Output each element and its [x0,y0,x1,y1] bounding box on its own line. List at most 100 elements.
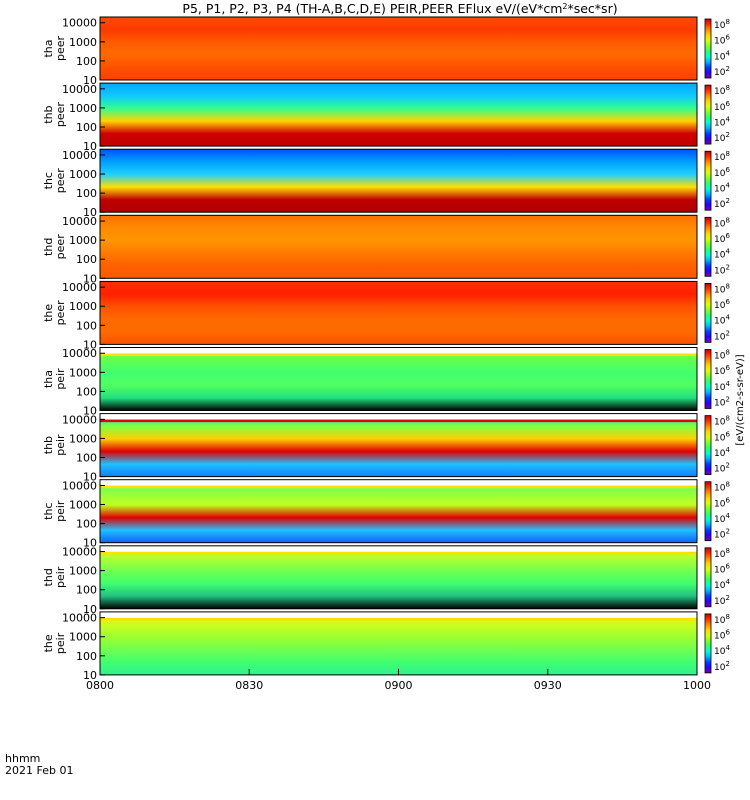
frame-the-peer [99,280,698,345]
colorbar-scale [704,415,712,476]
colorbar-tick-label: 106 [714,232,730,245]
ytick-label: 10000 [62,281,97,294]
ytick-label: 1000 [69,36,97,49]
colorbar-tick-label: 108 [714,84,730,97]
panel-label-thd-peer: thdpeer [42,234,67,260]
panel-tha-peer: 10000 1000 100 10 thapeer [42,16,698,87]
panels-group: 10000 1000 100 10 thapeer 10000 1000 100 10 thbpe… [42,16,698,682]
colorbar-tick-label: 108 [714,415,730,428]
colorbar-tick-label: 104 [714,49,730,62]
colorbar-tick-label: 106 [714,298,730,311]
ytick-label: 1000 [69,366,97,379]
panel-thd-peir: 10000 1000 100 10 thdpeir [42,545,698,616]
colorbar-tick-label: 104 [714,380,730,393]
data-gap-thd-peir [100,545,697,552]
data-gap-tha-peir [100,347,697,354]
panel-label-thb-peer: thbpeer [42,102,67,128]
colorbar-thb-peer: 108 106 104 102 [704,84,730,145]
frame-thb-peer [99,82,698,147]
spectrogram-the-peer [100,281,697,345]
ytick-label: 10 [83,74,97,87]
ytick-label: 100 [76,121,97,134]
ytick-label: 100 [76,584,97,597]
ytick-label: 10000 [62,215,97,228]
ytick-label: 100 [76,253,97,266]
spectrogram-thc-peir [100,479,697,543]
ytick-label: 10000 [62,149,97,162]
colorbar-tick-label: 102 [714,594,730,607]
spectrogram-tha-peer [100,17,697,80]
colorbar-tick-label: 106 [714,100,730,113]
colorbar-tick-label: 106 [714,34,730,47]
ytick-label: 1000 [69,499,97,512]
colorbar-tick-label: 104 [714,182,730,195]
chart-title: P5, P1, P2, P3, P4 (TH-A,B,C,D,E) PEIR,P… [182,1,617,16]
colorbar-tick-label: 104 [714,512,730,525]
colorbar-scale [704,613,712,674]
colorbar-tick-label: 108 [714,547,730,560]
colorbars-group: 1081061041021081061041021081061041021081… [704,18,730,674]
colorbar-tha-peer: 108 106 104 102 [704,18,730,79]
panel-label-the-peir: thepeir [42,632,67,654]
panel-the-peer: 10000 1000 100 10 thepeer [42,280,698,351]
ytick-label: 10 [83,603,97,616]
panel-thb-peer: 10000 1000 100 10 thbpeer [42,82,698,153]
ytick-label: 10 [83,338,97,351]
colorbar-tick-label: 106 [714,364,730,377]
ytick-label: 1000 [69,631,97,644]
ytick-label: 10000 [62,347,97,360]
colorbar-tick-label: 108 [714,613,730,626]
colorbar-thd-peir: 108 106 104 102 [704,547,730,608]
panel-label-tha-peir: thapeir [42,368,67,390]
colorbar-tick-label: 108 [714,282,730,295]
top-strip-tha-peir [100,353,697,356]
colorbar-scale [704,216,712,277]
frame-tha-peer [99,16,698,81]
colorbar-scale [704,18,712,79]
colorbar-scale [704,84,712,145]
colorbar-scale [704,349,712,409]
panel-label-thb-peir: thbpeir [42,434,67,456]
frame-tha-peir [99,347,698,411]
top-strip-the-peir [100,617,697,621]
top-strip-thd-peir [100,551,697,555]
data-gap-the-peir [100,611,697,618]
panel-thc-peir: 10000 1000 100 10 thcpeir [42,479,698,550]
colorbar-tick-label: 108 [714,18,730,31]
spectrogram-thb-peir [100,413,697,477]
data-gap-thc-peir [100,479,697,486]
colorbar-tick-label: 108 [714,349,730,362]
colorbar-tick-label: 106 [714,430,730,443]
panel-label-the-peer: thepeer [42,300,67,326]
colorbar-thc-peer: 108 106 104 102 [704,150,730,211]
colorbar-tick-label: 102 [714,329,730,342]
frame-thc-peer [99,148,698,213]
frame-thb-peir [99,413,698,478]
colorbar-scale [704,547,712,608]
ytick-label: 100 [76,385,97,398]
colorbar-the-peir: 108 106 104 102 [704,613,730,674]
ytick-label: 10000 [62,546,97,559]
colorbar-tick-label: 104 [714,115,730,128]
time-axis: 0800 0830 0900 0930 1000 [86,668,711,692]
colorbar-thb-peir: 108 106 104 102 [704,415,730,476]
colorbar-tick-label: 108 [714,150,730,163]
ytick-label: 1000 [69,565,97,578]
ytick-label: 10 [83,206,97,219]
panel-the-peir: 10000 1000 100 10 thepeir [42,611,698,682]
panel-tha-peir: 10000 1000 100 10 thapeir [42,347,698,418]
ytick-label: 1000 [69,234,97,247]
ytick-label: 10 [83,471,97,484]
data-gap-thb-peir [100,413,697,420]
colorbar-the-peer: 108 106 104 102 [704,282,730,343]
ytick-label: 100 [76,187,97,200]
spectrogram-thd-peir [100,545,697,609]
spectrogram-tha-peir [100,347,697,411]
ytick-label: 1000 [69,300,97,313]
colorbar-tick-label: 106 [714,629,730,642]
colorbar-tick-label: 106 [714,496,730,509]
spectrogram-the-peir [100,611,697,675]
top-strip-thb-peir [100,419,697,423]
panel-label-tha-peer: thapeer [42,36,67,62]
